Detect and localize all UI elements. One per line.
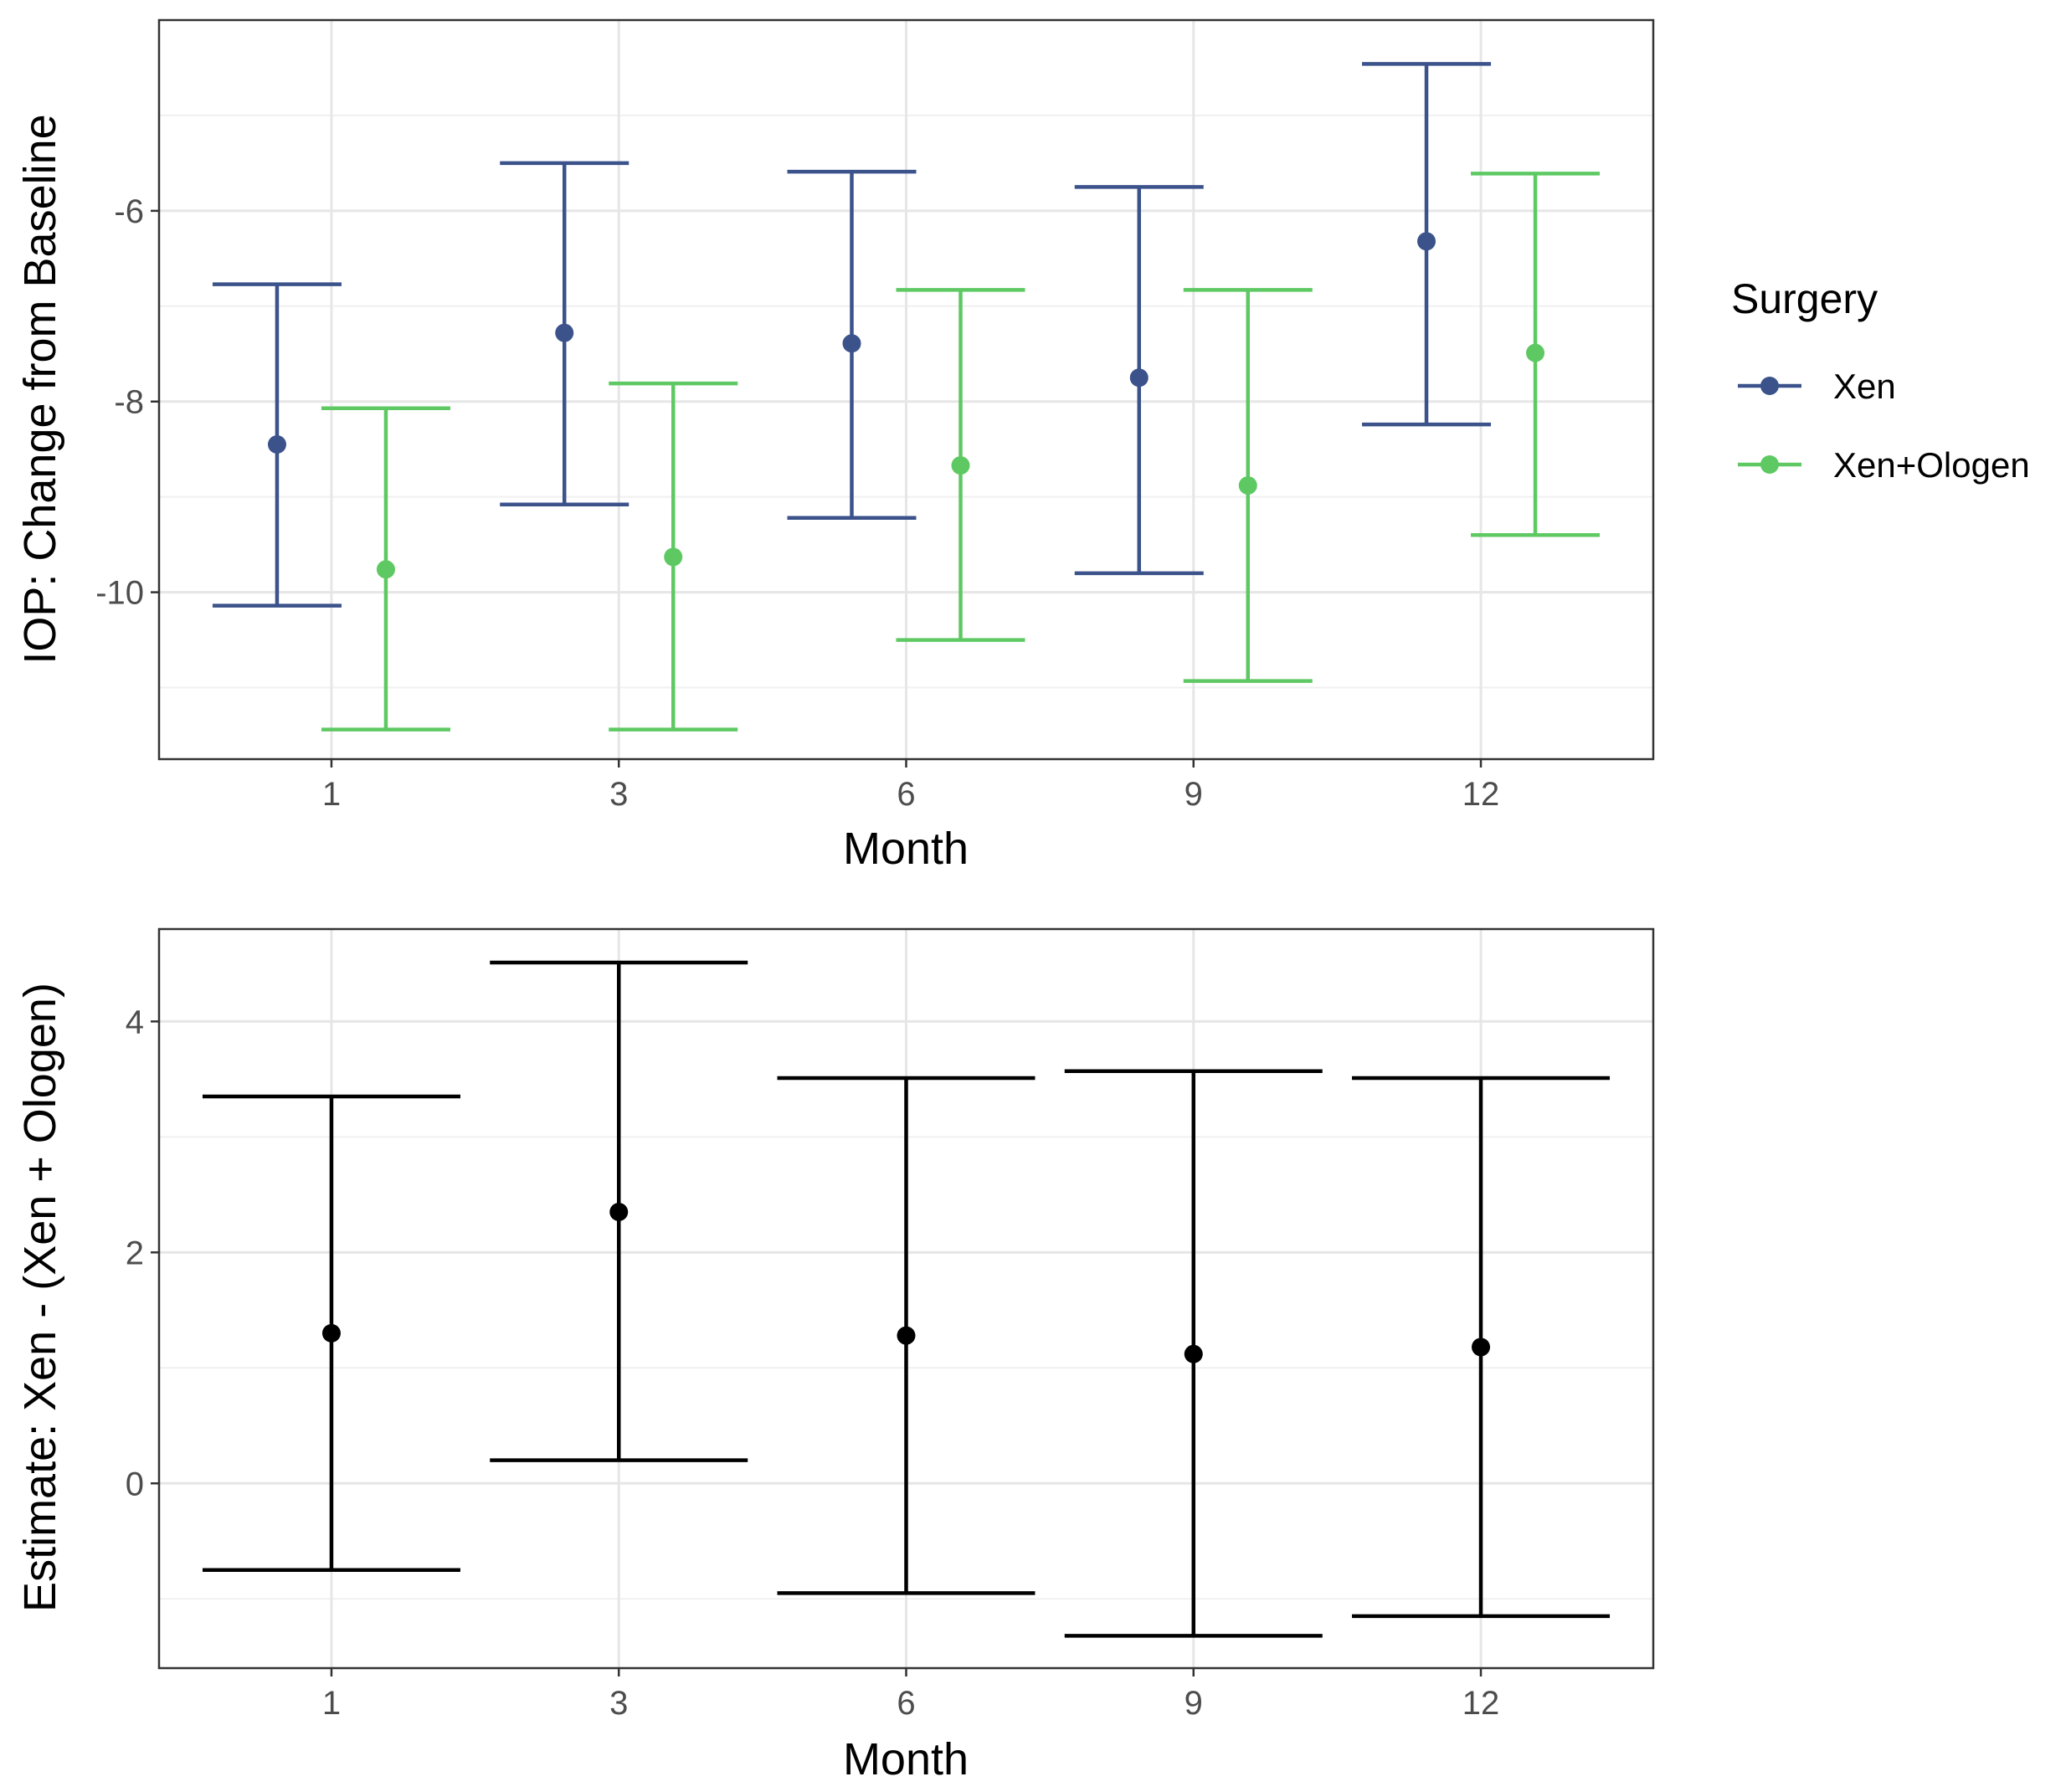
legend-items: Xen Xen+Ologen: [1738, 367, 2030, 485]
top-xen-point: [1129, 368, 1149, 388]
bottom-x-tick-label: 1: [322, 1685, 341, 1722]
top-xen-point: [842, 334, 861, 353]
top-y-tick-label: -6: [114, 193, 144, 230]
top-y-axis-title: IOP: Change from Baseline: [15, 114, 65, 664]
top-x-tick-label: 9: [1185, 776, 1203, 813]
legend-label-xen: Xen: [1833, 367, 1896, 406]
bottom-x-tick-label: 6: [897, 1685, 915, 1722]
top-xen-point: [555, 323, 574, 342]
bottom-y-axis-title: Estimate: Xen - (Xen + Ologen): [15, 983, 65, 1612]
top-x-tick-label: 1: [322, 776, 341, 813]
top-axis-ticks: -10 -8 -6 1 3 6 9 12: [95, 193, 1499, 813]
legend-label-xen-ologen: Xen+Ologen: [1833, 445, 2030, 485]
top-y-tick-label: -8: [114, 384, 144, 421]
bottom-y-tick-label: 4: [126, 1004, 144, 1040]
top-x-tick-label: 3: [609, 776, 628, 813]
legend-title: Surgery: [1731, 275, 1878, 322]
top-xen-ologen-point: [1526, 343, 1545, 362]
top-x-tick-label: 6: [897, 776, 915, 813]
legend-key-point-xen: [1760, 377, 1779, 395]
top-xen-ologen-point: [376, 560, 395, 579]
top-xen-ologen-point: [664, 547, 683, 567]
legend-key-point-xen-ologen: [1760, 455, 1779, 474]
top-error-bars: [212, 62, 1601, 732]
bottom-y-tick-label: 2: [126, 1235, 144, 1271]
bottom-error-bars: [202, 960, 1611, 1638]
top-xen-point: [267, 435, 286, 454]
bottom-x-tick-label: 12: [1462, 1685, 1500, 1722]
bottom-x-tick-label: 9: [1185, 1685, 1203, 1722]
legend: Surgery Xen Xen+Ologen: [1731, 275, 2030, 485]
top-xen-point: [1417, 232, 1436, 251]
bottom-x-tick-label: 3: [609, 1685, 628, 1722]
top-chart-panel: -10 -8 -6 1 3 6 9 12 Month IOP: Change from Bas…: [15, 18, 1655, 874]
bottom-chart-panel: 0 2 4 1 3 6 9 12 Month Estimate: Xen - (Xen + O…: [15, 927, 1655, 1784]
bottom-difference-point: [897, 1326, 916, 1345]
top-x-tick-label: 12: [1462, 776, 1500, 813]
bottom-axis-ticks: 0 2 4 1 3 6 9 12: [126, 1004, 1500, 1722]
bottom-difference-point: [1472, 1338, 1491, 1357]
bottom-difference-point: [609, 1203, 629, 1222]
bottom-x-axis-title: Month: [843, 1734, 969, 1784]
bottom-difference-point: [1184, 1344, 1203, 1363]
bottom-difference-point: [321, 1323, 341, 1343]
top-xen-ologen-point: [951, 456, 970, 475]
bottom-y-tick-label: 0: [126, 1466, 144, 1502]
top-x-axis-title: Month: [843, 824, 969, 874]
top-grid: [159, 20, 1653, 759]
top-xen-ologen-point: [1238, 476, 1257, 495]
top-y-tick-label: -10: [95, 575, 144, 612]
